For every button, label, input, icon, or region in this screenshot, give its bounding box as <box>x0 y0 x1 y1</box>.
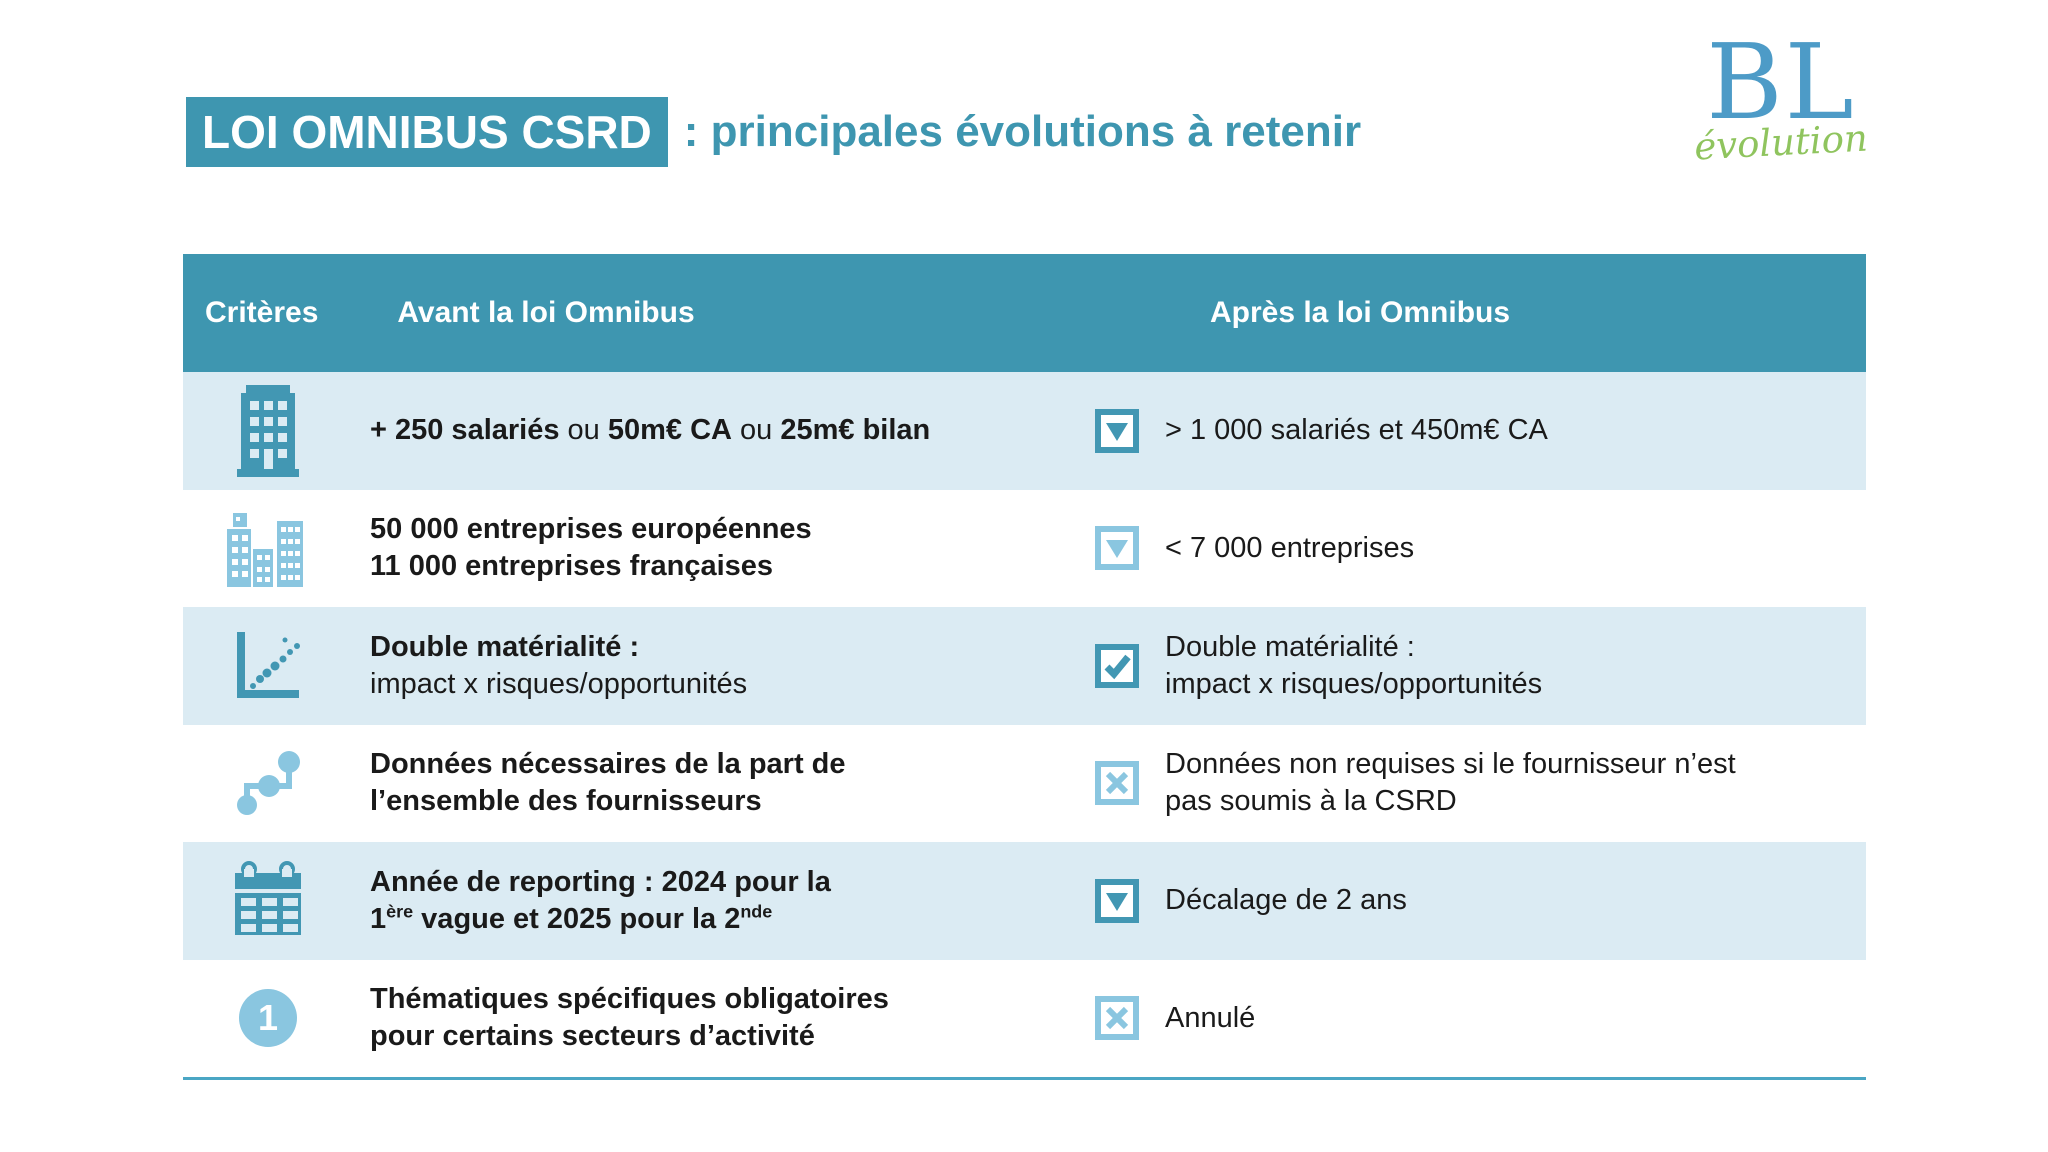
text-segment: impact x risques/opportunités <box>370 667 748 700</box>
table-row: Double matérialité : impact x risques/opp… <box>183 607 1866 725</box>
apres-text: > 1 000 salariés et 450m€ CA <box>1165 412 1866 449</box>
text-segment: nde <box>740 901 773 922</box>
text-segment: ou <box>559 414 608 447</box>
table-row: Données nécessaires de la part de l’ensem… <box>183 724 1866 842</box>
text-segment: 50 000 entreprises européennes <box>370 513 812 546</box>
table-bottom-divider <box>183 1077 1866 1080</box>
triangle-down-box-icon <box>1095 526 1139 571</box>
header-avant: Avant la loi Omnibus <box>397 296 695 329</box>
criteria-cell <box>183 745 353 821</box>
table-header: Critères Avant la loi Omnibus Après la l… <box>183 254 1866 372</box>
text-segment: 25m€ bilan <box>780 414 931 447</box>
criteria-cell <box>183 384 353 477</box>
text-segment: Données nécessaires de la part de <box>370 748 846 781</box>
apres-status-cell <box>1095 878 1165 923</box>
text-segment: 11 000 entreprises françaises <box>370 550 774 583</box>
scatter-chart-icon <box>233 630 303 702</box>
text-segment: vague et 2025 pour la 2 <box>413 902 741 935</box>
one-circle-icon: 1 <box>239 989 297 1048</box>
criteria-cell: 1 <box>183 989 353 1048</box>
table-rows: + 250 salariés ou 50m€ CA ou 25m€ bilan … <box>183 372 1866 1077</box>
apres-text: Données non requises si le fournisseur n… <box>1165 746 1866 820</box>
bl-evolution-logo: BL évolution <box>1686 21 1876 169</box>
text-segment: impact x risques/opportunités <box>1165 667 1543 700</box>
criteria-cell <box>183 630 353 702</box>
triangle-down-box-icon <box>1095 878 1139 923</box>
apres-text: Annulé <box>1165 1000 1866 1037</box>
apres-text: Décalage de 2 ans <box>1165 882 1866 919</box>
text-segment: Thématiques spécifiques obligatoires <box>370 983 889 1016</box>
table-row: Année de reporting : 2024 pour la 1ère va… <box>183 842 1866 960</box>
avant-text: Année de reporting : 2024 pour la 1ère va… <box>353 864 1095 938</box>
avant-text: 50 000 entreprises européennes 11 000 ent… <box>353 511 1095 585</box>
text-segment: 1 <box>370 902 387 935</box>
avant-text: Thématiques spécifiques obligatoires pour… <box>353 981 1095 1055</box>
comparison-table: Critères Avant la loi Omnibus Après la l… <box>183 254 1866 1080</box>
title-subtitle: : principales évolutions à retenir <box>683 107 1362 156</box>
checkbox-checked-icon <box>1095 643 1139 688</box>
apres-status-cell <box>1095 526 1165 571</box>
title-highlight: LOI OMNIBUS CSRD <box>186 97 668 167</box>
text-segment: pour certains secteurs d’activité <box>370 1020 815 1053</box>
text-segment: Annulé <box>1165 1001 1256 1034</box>
text-segment: ère <box>386 901 414 922</box>
text-segment: Année de reporting : 2024 pour la <box>370 865 831 898</box>
text-segment: Double matérialité : <box>1165 630 1415 663</box>
avant-text: Double matérialité : impact x risques/opp… <box>353 629 1095 703</box>
criteria-cell <box>183 860 353 941</box>
text-segment: pas soumis à la CSRD <box>1165 785 1457 818</box>
apres-text: Double matérialité : impact x risques/opp… <box>1165 629 1866 703</box>
text-segment: ou <box>731 414 781 447</box>
building-icon <box>237 384 299 477</box>
checkbox-cross-icon <box>1095 996 1139 1041</box>
text-segment: l’ensemble des fournisseurs <box>370 785 762 818</box>
apres-text: < 7 000 entreprises <box>1165 530 1866 567</box>
table-row: + 250 salariés ou 50m€ CA ou 25m€ bilan … <box>183 372 1866 490</box>
criteria-cell <box>183 509 353 588</box>
text-segment: > 1 000 salariés et 450m€ CA <box>1165 414 1548 447</box>
text-segment: Données non requises si le fournisseur n… <box>1165 748 1736 781</box>
table-row: 1 Thématiques spécifiques obligatoires pou… <box>183 959 1866 1077</box>
apres-status-cell <box>1095 408 1165 453</box>
avant-text: Données nécessaires de la part de l’ensem… <box>353 746 1095 820</box>
logo-evolution-text: évolution <box>1693 116 1869 169</box>
header-apres: Après la loi Omnibus <box>1209 296 1511 329</box>
table-row: 50 000 entreprises européennes 11 000 ent… <box>183 489 1866 607</box>
logo-bl-text: BL <box>1706 21 1856 143</box>
apres-status-cell <box>1095 643 1165 688</box>
checkbox-cross-icon <box>1095 761 1139 806</box>
city-buildings-icon <box>223 509 313 588</box>
flow-steps-icon <box>230 745 306 821</box>
triangle-down-box-icon <box>1095 408 1139 453</box>
header-criteres: Critères <box>205 296 319 329</box>
apres-status-cell <box>1095 761 1165 806</box>
apres-status-cell <box>1095 996 1165 1041</box>
text-segment: Décalage de 2 ans <box>1165 884 1407 917</box>
avant-text: + 250 salariés ou 50m€ CA ou 25m€ bilan <box>353 412 1095 449</box>
text-segment: + 250 salariés <box>370 414 560 447</box>
text-segment: 50m€ CA <box>607 414 732 447</box>
page-title: LOI OMNIBUS CSRD : principales évolution… <box>186 97 1361 167</box>
text-segment: Double matérialité : <box>370 630 640 663</box>
text-segment: < 7 000 entreprises <box>1165 531 1415 564</box>
calendar-icon <box>231 860 305 941</box>
